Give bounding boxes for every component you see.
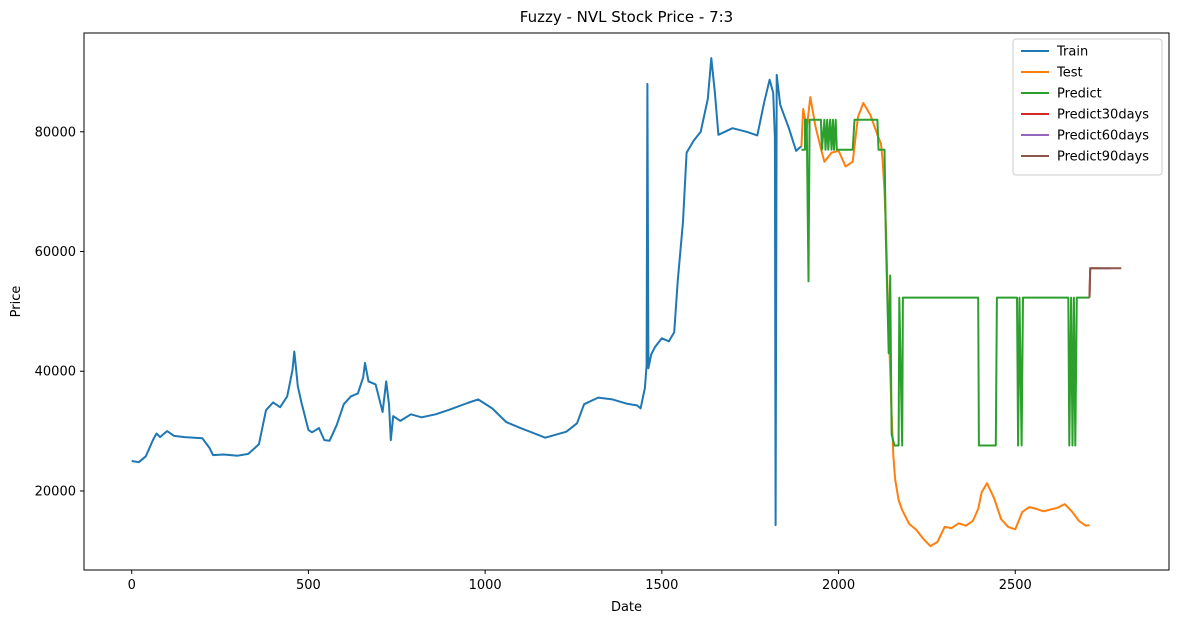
series-line-test [800,96,1090,548]
series-layer [131,57,1122,548]
series-line-predict [801,118,1090,447]
legend-label: Predict90days [1057,150,1149,165]
plot-frame [83,32,1170,571]
x-tick-label: 500 [296,578,321,593]
legend-label: Predict30days [1057,108,1149,123]
x-tick-label: 2500 [999,578,1032,593]
legend-box [1012,38,1163,176]
legend-label: Train [1056,45,1088,60]
legend-label: Predict60days [1057,129,1149,144]
x-axis-label: Date [611,600,642,615]
y-axis-label: Price [9,286,24,318]
legend-label: Test [1056,66,1083,81]
x-tick-label: 1500 [645,578,678,593]
y-tick-label: 60000 [35,245,76,260]
x-tick-label: 2000 [822,578,855,593]
chart-title: Fuzzy - NVL Stock Price - 7:3 [520,8,733,26]
x-tick-label: 1000 [469,578,502,593]
y-tick-label: 20000 [35,484,76,499]
x-axis: 0 500 1000 1500 2000 2500 [128,570,1032,593]
legend-label: Predict [1057,87,1102,102]
series-line-train [131,57,803,527]
y-tick-label: 80000 [35,125,76,140]
y-axis: 20000 40000 60000 80000 [35,125,84,499]
series-line-predict90days [1088,267,1122,298]
y-tick-label: 40000 [35,365,76,380]
legend: Train Test Predict Predict30days Predict60da… [1012,38,1163,176]
x-tick-label: 0 [128,578,136,593]
